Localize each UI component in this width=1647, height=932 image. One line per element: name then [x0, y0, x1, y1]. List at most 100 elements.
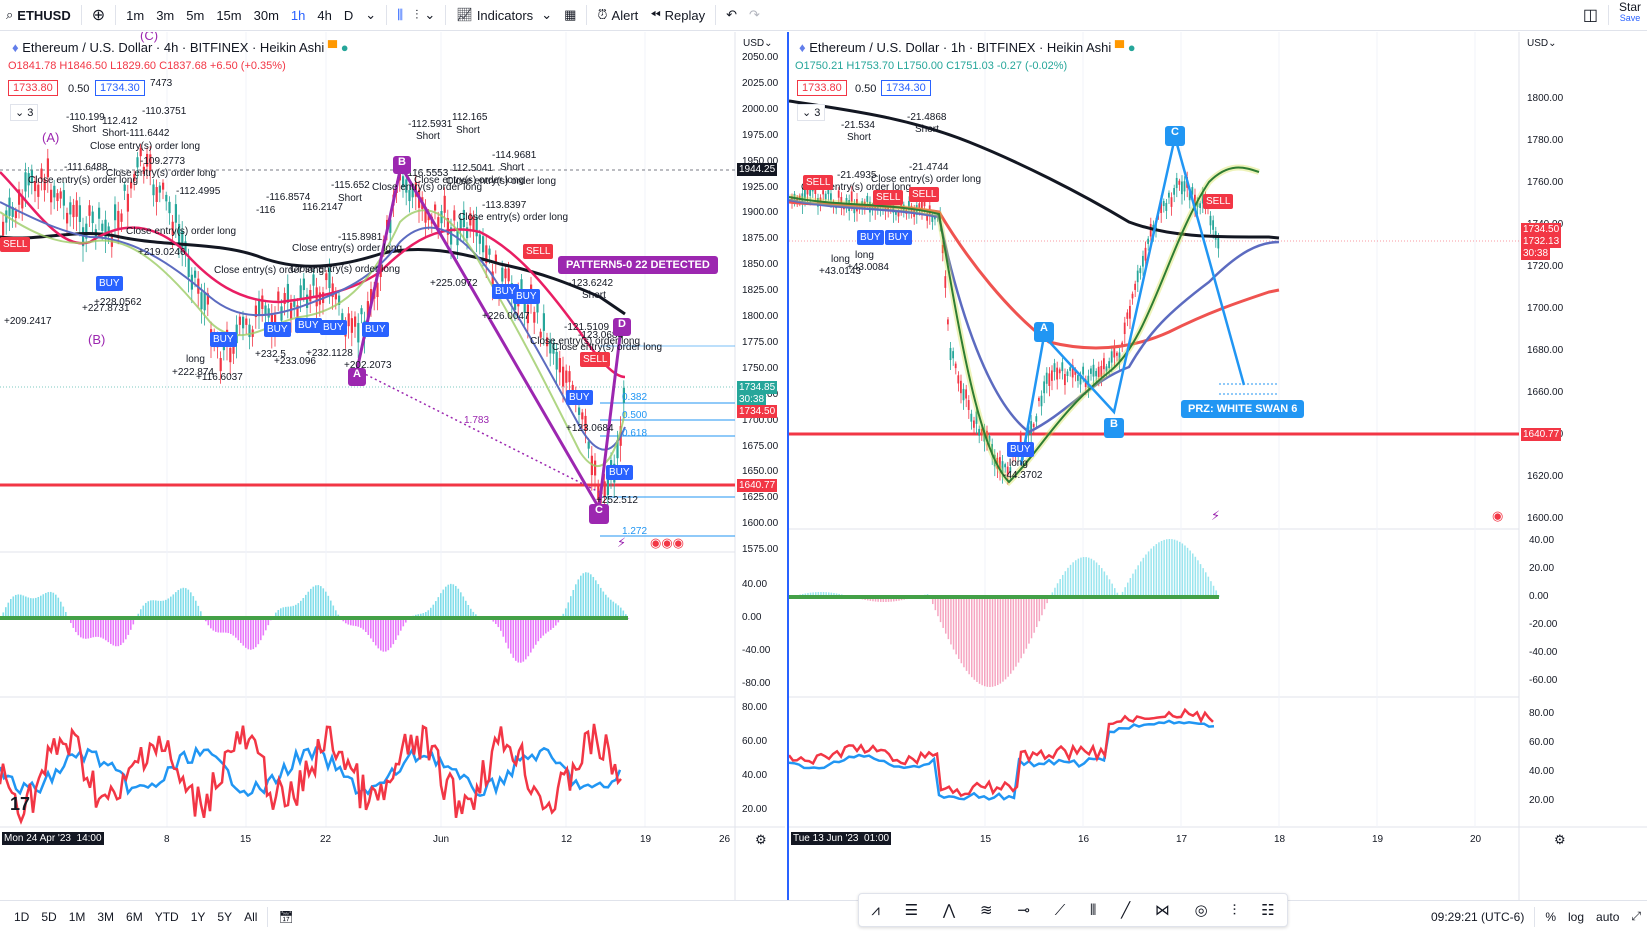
pattern-banner[interactable]: PATTERN5-0 22 DETECTED	[558, 256, 718, 274]
buy-tag[interactable]: BUY	[513, 289, 540, 304]
horizontal-line-icon[interactable]: ⊸	[1017, 902, 1030, 919]
buy-tag[interactable]: BUY	[320, 320, 347, 335]
interval-d[interactable]: D	[343, 7, 354, 23]
trend-line-icon[interactable]: ╱	[1121, 902, 1131, 919]
currency-select[interactable]: USD⌄	[743, 38, 773, 49]
alert-button[interactable]: ⏰︎ Alert	[591, 0, 644, 31]
chart-type-button[interactable]: ⫶ ⌄	[409, 0, 441, 31]
buy-tag[interactable]: BUY	[295, 318, 322, 333]
auto-toggle[interactable]: auto	[1596, 909, 1620, 924]
xabcd-tool-icon[interactable]: ⋈	[1154, 902, 1170, 919]
range-1m[interactable]: 1M	[68, 909, 86, 924]
redo-button[interactable]: ↷	[743, 0, 766, 31]
range-ytd[interactable]: YTD	[154, 909, 179, 924]
sell-tag[interactable]: SELL	[523, 244, 554, 259]
macd-bar	[1098, 565, 1100, 597]
interval-15m[interactable]: 15m	[216, 7, 242, 23]
pattern-tool-icon[interactable]: ⩘	[871, 901, 880, 919]
sell-tag[interactable]: SELL	[580, 352, 611, 367]
flag-events-icon[interactable]: ◉◉◉	[650, 535, 685, 550]
sell-tag[interactable]: SELL	[1203, 194, 1234, 209]
buy-tag[interactable]: BUY	[264, 322, 291, 337]
clock-time[interactable]: 09:29:21 (UTC-6)	[1430, 909, 1525, 924]
left-ask-box[interactable]: 1734.30	[95, 80, 145, 96]
settings-sliders-icon[interactable]: ☷	[1261, 902, 1275, 919]
left-chart-pane[interactable]: ♦ Ethereum / U.S. Dollar · 4h · BITFINEX…	[0, 32, 785, 900]
point-c[interactable]: C	[1165, 126, 1185, 146]
range-6m[interactable]: 6M	[126, 909, 143, 924]
sell-tag[interactable]: SELL	[909, 187, 940, 202]
buy-tag[interactable]: BUY	[606, 465, 633, 480]
templates-button[interactable]: ▦	[558, 0, 582, 31]
range-5y[interactable]: 5Y	[217, 909, 233, 924]
settings-gear-icon[interactable]: ⚙	[1554, 832, 1566, 847]
time-tick: 8	[164, 834, 170, 845]
interval-1h[interactable]: 1h	[290, 7, 306, 23]
interval-4h[interactable]: 4h	[317, 7, 332, 23]
log-toggle[interactable]: log	[1568, 909, 1585, 924]
left-indicator-toggle[interactable]: ⌄ 3	[10, 104, 39, 121]
sell-tag[interactable]: SELL	[803, 175, 834, 190]
interval-5m[interactable]: 5m	[186, 7, 205, 23]
right-bid-box[interactable]: 1733.80	[797, 80, 847, 96]
point-b[interactable]: B	[393, 156, 411, 174]
range-1d[interactable]: 1D	[14, 909, 30, 924]
range-3m[interactable]: 3M	[97, 909, 115, 924]
settings-gear-icon[interactable]: ⚙	[755, 832, 767, 847]
abcd-tool-icon[interactable]: ⋀	[942, 902, 956, 919]
buy-tag[interactable]: BUY	[857, 230, 884, 245]
symbol-search[interactable]: ⌕ ETHUSD	[0, 0, 77, 31]
prz-label[interactable]: PRZ: WHITE SWAN 6	[1181, 400, 1305, 418]
macd-bar	[817, 592, 820, 597]
flag-events-icon[interactable]: ◉	[1492, 508, 1504, 523]
range-all[interactable]: All	[244, 909, 258, 924]
layout-button[interactable]: ◫	[1577, 0, 1604, 31]
interval-3m[interactable]: 3m	[156, 7, 175, 23]
percent-toggle[interactable]: %	[1545, 909, 1557, 924]
right-chart-pane[interactable]: ♦ Ethereum / U.S. Dollar · 1h · BITFINEX…	[787, 32, 1647, 900]
point-a[interactable]: A	[348, 368, 366, 386]
trade-label: Close entry(s) order long	[106, 168, 217, 179]
point-d[interactable]: D	[613, 318, 631, 336]
interval-dropdown[interactable]: ⌄	[359, 0, 382, 31]
spiral-tool-icon[interactable]: ◎	[1194, 902, 1208, 919]
sell-tag[interactable]: SELL	[0, 237, 31, 252]
goto-date-button[interactable]: 📅︎	[272, 910, 299, 924]
buy-tag[interactable]: BUY	[885, 230, 912, 245]
indicators-button[interactable]: 📈︎ Indicators ⌄	[450, 0, 558, 31]
replay-button[interactable]: ⏪︎ Replay	[644, 0, 711, 31]
lightning-icon[interactable]: ⚡︎	[617, 535, 627, 550]
point-b[interactable]: B	[1104, 418, 1124, 438]
bar-style-button[interactable]: ⫼	[391, 0, 409, 31]
compare-button[interactable]: ⊕	[86, 0, 111, 31]
currency-select[interactable]: USD⌄	[1527, 38, 1557, 49]
buy-tag[interactable]: BUY	[566, 390, 593, 405]
range-5d[interactable]: 5D	[41, 909, 57, 924]
trade-label: Short	[500, 162, 524, 173]
undo-button[interactable]: ↶	[720, 0, 743, 31]
right-ask-box[interactable]: 1734.30	[881, 80, 931, 96]
parallel-channel-icon[interactable]: ⫶	[1232, 901, 1237, 919]
point-a[interactable]: A	[1034, 322, 1054, 342]
range-1y[interactable]: 1Y	[190, 909, 206, 924]
right-indicator-toggle[interactable]: ⌄ 3	[797, 104, 826, 121]
path-tool-icon[interactable]: ≋	[979, 902, 993, 919]
expand-button[interactable]: ⤢	[1625, 909, 1647, 924]
interval-30m[interactable]: 30m	[253, 7, 279, 23]
sell-tag[interactable]: SELL	[873, 190, 904, 205]
fib-tool-icon[interactable]: ⫴	[1089, 901, 1097, 919]
buy-tag[interactable]: BUY	[210, 332, 237, 347]
candle-body	[462, 209, 465, 228]
save-button[interactable]: Star Save	[1613, 0, 1647, 31]
lines-tool-icon[interactable]: ☰	[904, 902, 919, 919]
ray-tool-icon[interactable]: ⟋	[1054, 901, 1066, 919]
buy-tag[interactable]: BUY	[362, 322, 389, 337]
interval-1m[interactable]: 1m	[126, 7, 145, 23]
left-bid-box[interactable]: 1733.80	[8, 80, 58, 96]
buy-tag[interactable]: BUY	[1007, 442, 1034, 457]
price-axis-tick: 1825.00	[742, 285, 779, 297]
point-c[interactable]: C	[589, 504, 609, 524]
buy-tag[interactable]: BUY	[96, 276, 123, 291]
lightning-icon[interactable]: ⚡︎	[1211, 508, 1221, 523]
buy-tag[interactable]: BUY	[492, 284, 519, 299]
